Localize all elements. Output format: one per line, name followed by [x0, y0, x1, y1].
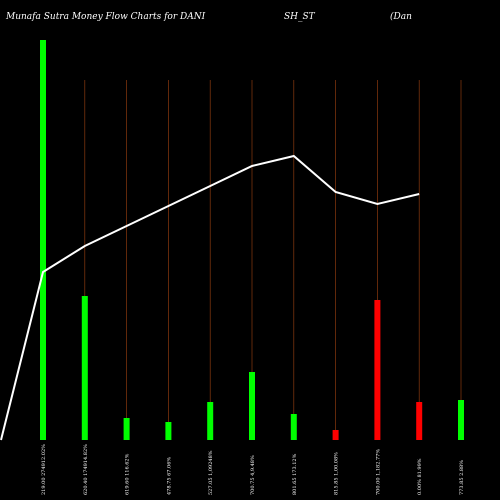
- x-tick-label: 619.60 116.62%: [125, 453, 131, 495]
- x-tick-label: 478.75 67.06%: [166, 457, 172, 495]
- bar: [332, 430, 339, 440]
- bar: [416, 402, 423, 440]
- bar: [207, 402, 214, 440]
- chart-title-part-1: Munafa Sutra Money Flow Charts for DANI: [6, 12, 206, 22]
- bar: [374, 300, 381, 440]
- x-tick-label: 700.00 1,182.77%: [375, 449, 381, 495]
- bars: [40, 40, 464, 440]
- x-tick-label: 527.05 1,09248%: [208, 450, 214, 495]
- x-tick-label: 773.85 2.88%: [459, 460, 465, 495]
- line-layer: [0, 154, 420, 441]
- money-flow-line: [0, 154, 420, 441]
- x-tick-label: 815.85 1,00.08%: [334, 452, 340, 495]
- bar: [81, 296, 88, 440]
- x-tick-label: 219.00 274912.02%: [41, 444, 47, 495]
- bar: [458, 400, 464, 440]
- x-tick-label: 801.65 173.12%: [292, 453, 298, 495]
- x-tick-label: 0.00% 81.99%: [417, 458, 423, 495]
- x-tick-label: 700.75 4,9.48%: [250, 455, 256, 495]
- bar: [290, 414, 297, 440]
- bar: [40, 40, 46, 440]
- chart-title-part-2: SH_ST: [284, 12, 315, 22]
- x-tick-label: 620.40 174914.82%: [83, 444, 89, 495]
- x-tick-labels: 219.00 274912.02% 620.40 174914.82% 619.60…: [41, 444, 465, 495]
- bar: [249, 372, 255, 440]
- chart-title-part-3: (Dan: [390, 12, 412, 22]
- gridlines: [84, 80, 462, 440]
- bar: [123, 418, 130, 440]
- bar: [165, 422, 172, 440]
